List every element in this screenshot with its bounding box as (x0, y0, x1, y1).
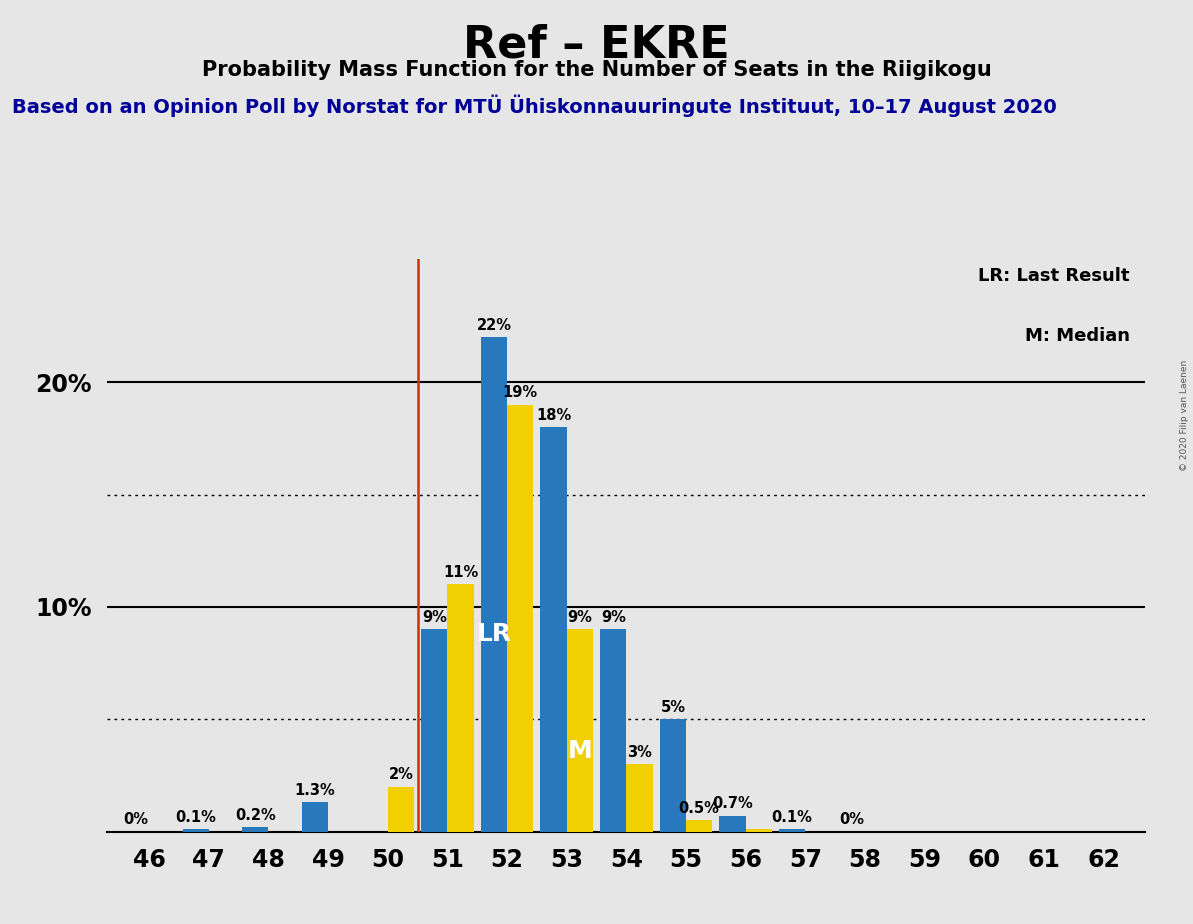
Text: 0%: 0% (840, 812, 864, 827)
Text: 0%: 0% (124, 812, 148, 827)
Text: 0.5%: 0.5% (679, 801, 719, 816)
Bar (660, 719, 686, 832)
Text: 19%: 19% (502, 385, 538, 400)
Text: 3%: 3% (628, 745, 651, 760)
Bar (719, 816, 746, 832)
Text: 9%: 9% (601, 610, 625, 625)
Bar (183, 830, 209, 832)
Text: Based on an Opinion Poll by Norstat for MTÜ Ühiskonnauuringute Instituut, 10–17 : Based on an Opinion Poll by Norstat for … (12, 94, 1057, 116)
Bar (302, 802, 328, 832)
Text: 2%: 2% (389, 767, 413, 783)
Text: 9%: 9% (568, 610, 592, 625)
Text: Probability Mass Function for the Number of Seats in the Riigikogu: Probability Mass Function for the Number… (202, 60, 991, 80)
Text: 1.3%: 1.3% (295, 783, 335, 798)
Bar (540, 427, 567, 832)
Bar (779, 830, 805, 832)
Text: 0.2%: 0.2% (235, 808, 276, 822)
Text: M: M (568, 738, 592, 762)
Text: 9%: 9% (422, 610, 446, 625)
Bar (686, 821, 712, 832)
Bar (567, 629, 593, 832)
Bar (421, 629, 447, 832)
Bar (388, 786, 414, 832)
Text: 11%: 11% (443, 565, 478, 580)
Text: 5%: 5% (661, 699, 685, 715)
Text: LR: LR (476, 622, 512, 646)
Text: 18%: 18% (536, 407, 571, 422)
Text: 22%: 22% (476, 318, 512, 333)
Text: 0.1%: 0.1% (772, 809, 812, 825)
Bar (481, 337, 507, 832)
Bar (626, 764, 653, 832)
Bar (242, 827, 268, 832)
Text: © 2020 Filip van Laenen: © 2020 Filip van Laenen (1180, 360, 1189, 471)
Text: Ref – EKRE: Ref – EKRE (463, 23, 730, 67)
Bar (600, 629, 626, 832)
Text: M: Median: M: Median (1025, 327, 1130, 346)
Text: LR: Last Result: LR: Last Result (978, 267, 1130, 286)
Text: 0.1%: 0.1% (175, 809, 216, 825)
Bar (746, 830, 772, 832)
Text: 0.7%: 0.7% (712, 796, 753, 811)
Bar (447, 585, 474, 832)
Bar (507, 405, 533, 832)
